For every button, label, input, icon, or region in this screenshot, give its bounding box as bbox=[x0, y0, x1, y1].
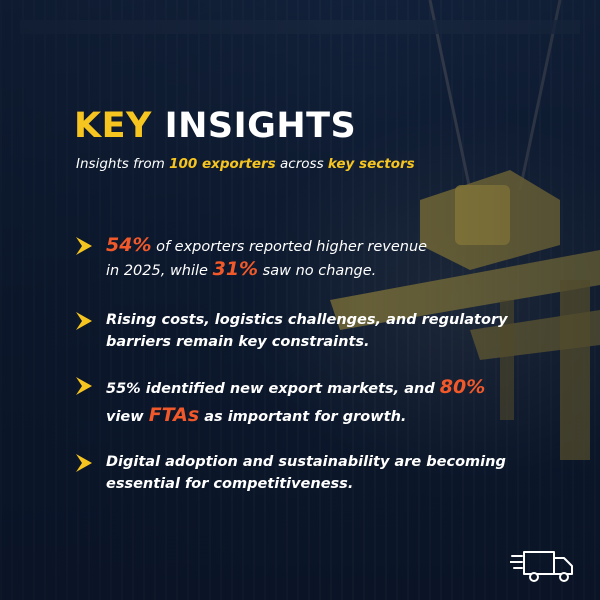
insight-text: Rising costs, logistics challenges, and … bbox=[106, 312, 508, 350]
subtitle: Insights from 100 exporters across key s… bbox=[76, 156, 415, 172]
chevron-right-icon bbox=[76, 312, 92, 330]
chevron-right-icon bbox=[76, 377, 92, 395]
chevron-right-icon bbox=[76, 454, 92, 472]
insight-text: 55% identified new export markets, and 8… bbox=[106, 376, 486, 426]
insight-text: Digital adoption and sustainability are … bbox=[106, 454, 506, 492]
delivery-truck-icon bbox=[510, 551, 573, 582]
title-insights: INSIGHTS bbox=[164, 106, 357, 146]
page-title: KEY INSIGHTS bbox=[74, 106, 356, 146]
chevron-right-icon bbox=[76, 237, 92, 255]
insight-text: 54% of exporters reported higher revenue… bbox=[106, 234, 428, 280]
title-key: KEY bbox=[74, 106, 152, 146]
